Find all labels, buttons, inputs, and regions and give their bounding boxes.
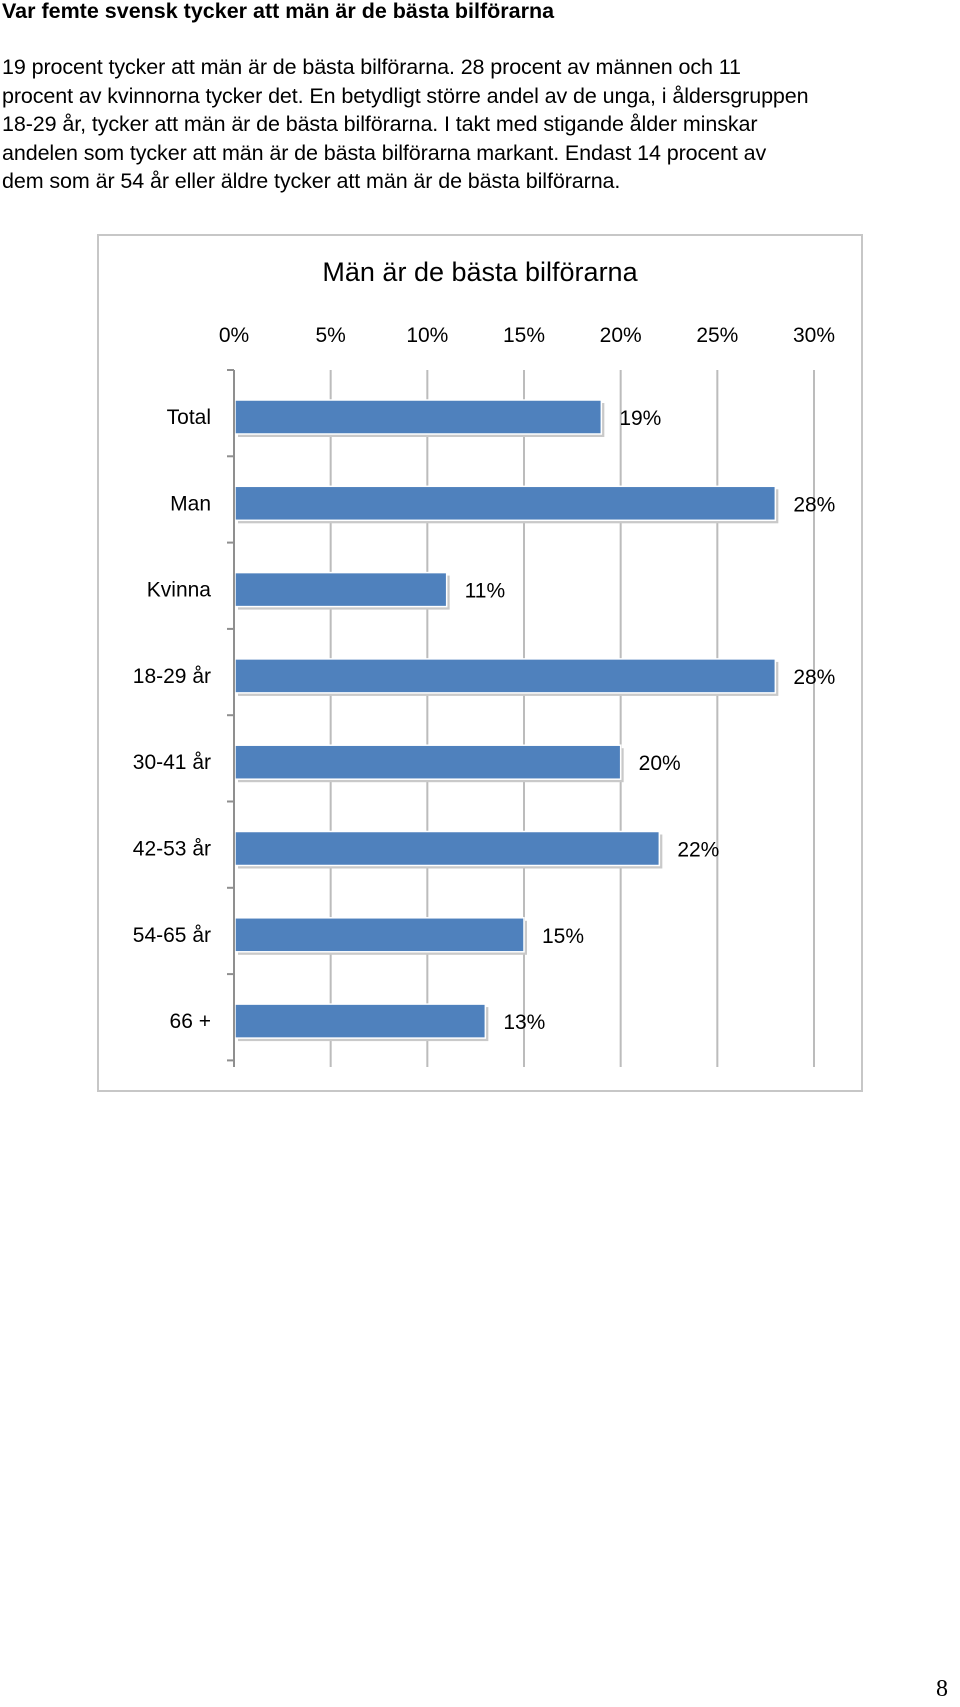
- data-label: 22%: [677, 839, 719, 862]
- category-label: 18-29 år: [133, 665, 211, 688]
- paragraph-line: andelen som tycker att män är de bästa b…: [2, 140, 767, 165]
- chart-gridlines: [329, 370, 815, 1067]
- bar-1: [234, 485, 777, 522]
- x-tick-label: 0%: [219, 324, 249, 347]
- data-label: 20%: [639, 752, 681, 775]
- chart-tick-labels: 0% 5% 10% 15% 20% 25% 30%: [219, 324, 835, 347]
- chart-title: Män är de bästa bilförarna: [322, 257, 638, 287]
- bar-4: [234, 744, 622, 780]
- category-label: 42-53 år: [133, 838, 211, 861]
- paragraph-line: procent av kvinnorna tycker det. En bety…: [2, 83, 809, 108]
- chart-category-labels: Total Man Kvinna 18-29 år 30-41 år 42-53 år 54…: [133, 406, 212, 1033]
- category-label: 66 +: [170, 1010, 211, 1033]
- x-tick-label: 30%: [793, 324, 835, 347]
- paragraph-line: 19 procent tycker att män är de bästa bi…: [2, 55, 741, 79]
- bar-7: [234, 1003, 487, 1039]
- chart-axis: [227, 369, 235, 1067]
- data-label: 28%: [793, 493, 835, 516]
- bar-2: [234, 571, 448, 608]
- category-label: 54-65 år: [133, 924, 211, 947]
- category-label: Kvinna: [147, 579, 212, 602]
- x-tick-label: 20%: [600, 324, 642, 347]
- x-tick-label: 5%: [315, 324, 345, 347]
- bar-6: [234, 917, 525, 953]
- data-label: 11%: [465, 580, 505, 603]
- category-label: 30-41 år: [133, 751, 211, 774]
- document-heading: Var femte svensk tycker att män är de bä…: [2, 0, 555, 23]
- x-tick-label: 10%: [406, 324, 448, 347]
- data-label: 28%: [793, 666, 835, 689]
- chart-bars: [234, 399, 779, 1042]
- page-number: 8: [936, 1676, 948, 1702]
- category-label: Total: [167, 406, 211, 429]
- data-label: 13%: [503, 1011, 545, 1034]
- document-paragraph: 19 procent tycker att män är de bästa bi…: [2, 53, 960, 196]
- chart-value-labels: 19% 28% 11% 28% 20% 22% 15% 13%: [465, 407, 836, 1034]
- bar-0: [234, 399, 603, 435]
- paragraph-line: 18-29 år, tycker att män är de bästa bil…: [2, 112, 758, 137]
- x-tick-label: 25%: [696, 324, 738, 347]
- bar-5: [234, 830, 661, 867]
- category-label: Man: [170, 492, 211, 515]
- bar-3: [234, 658, 777, 694]
- data-label: 19%: [619, 407, 661, 430]
- paragraph-line: dem som är 54 år eller äldre tycker att …: [2, 169, 621, 194]
- x-tick-label: 15%: [503, 324, 545, 347]
- data-label: 15%: [542, 925, 584, 948]
